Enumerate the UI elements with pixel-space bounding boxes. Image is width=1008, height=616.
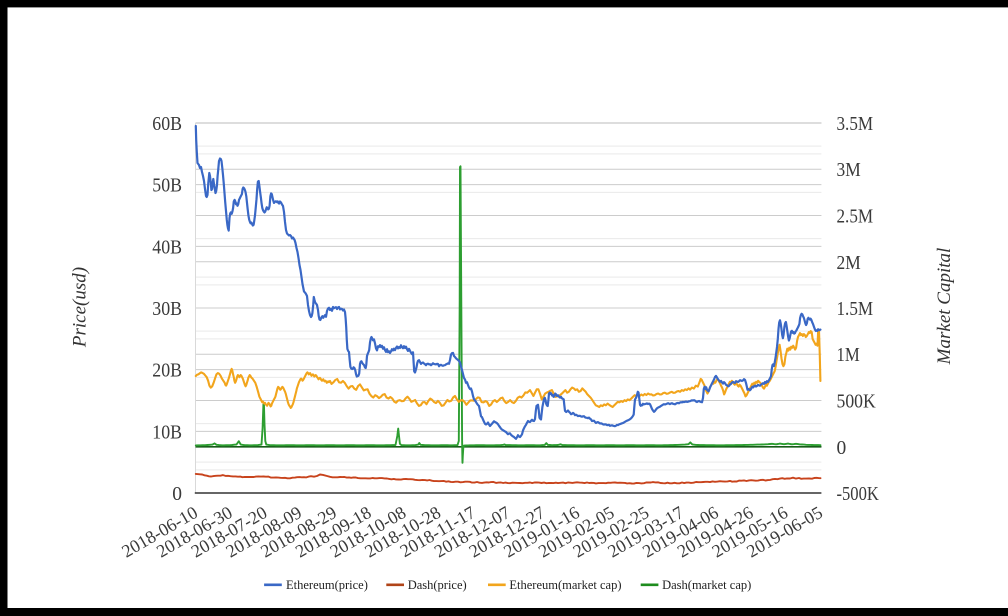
svg-text:Ethereum(market cap): Ethereum(market cap) xyxy=(509,578,621,592)
svg-text:2.5M: 2.5M xyxy=(837,207,874,228)
svg-text:2M: 2M xyxy=(837,253,861,274)
svg-text:50B: 50B xyxy=(152,176,182,197)
svg-text:Dash(market cap): Dash(market cap) xyxy=(662,578,751,592)
svg-text:Market Capital: Market Capital xyxy=(934,248,955,366)
svg-text:40B: 40B xyxy=(152,237,182,258)
svg-text:Ethereum(price): Ethereum(price) xyxy=(286,578,368,592)
svg-text:3M: 3M xyxy=(837,160,861,181)
svg-text:0: 0 xyxy=(837,438,847,459)
svg-text:500K: 500K xyxy=(837,392,876,413)
svg-text:-500K: -500K xyxy=(837,484,879,505)
svg-text:3.5M: 3.5M xyxy=(837,114,874,135)
svg-text:10B: 10B xyxy=(152,422,182,443)
svg-text:1.5M: 1.5M xyxy=(837,299,874,320)
svg-text:1M: 1M xyxy=(837,345,860,366)
svg-text:Price(usd): Price(usd) xyxy=(70,267,91,348)
svg-text:0: 0 xyxy=(172,484,182,505)
svg-text:20B: 20B xyxy=(152,361,182,382)
svg-text:60B: 60B xyxy=(152,114,182,135)
svg-text:30B: 30B xyxy=(152,299,182,320)
svg-text:Dash(price): Dash(price) xyxy=(408,578,467,592)
